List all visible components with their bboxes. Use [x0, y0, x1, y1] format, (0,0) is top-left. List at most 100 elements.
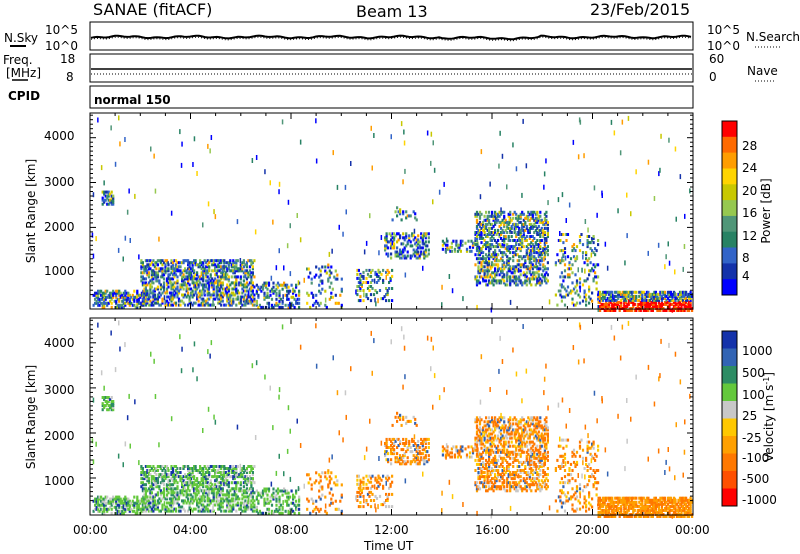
power-cell [492, 279, 495, 283]
power-cell [226, 297, 229, 301]
power-cell [233, 285, 236, 289]
power-cell [518, 237, 521, 240]
power-cell [194, 277, 197, 281]
velocity-cell [170, 477, 173, 481]
power-cell [498, 281, 501, 285]
power-cell [162, 261, 166, 265]
power-cell [156, 299, 159, 303]
power-cell [209, 279, 212, 283]
velocity-cell [245, 505, 248, 509]
power-cell [161, 259, 164, 263]
power-cell [211, 277, 214, 281]
power-cell [137, 297, 140, 301]
velocity-cell [218, 465, 221, 468]
power-cell [531, 224, 534, 228]
velocity-cell [235, 509, 238, 513]
power-cell [97, 289, 100, 293]
velocity-cell [217, 471, 220, 474]
velocity-cell [173, 495, 176, 499]
power-cell [321, 287, 324, 291]
power-cell [384, 244, 387, 248]
velocity-cell [480, 471, 483, 474]
velocity-cell [115, 507, 118, 511]
power-cell [173, 271, 176, 275]
velocity-cell [391, 452, 394, 456]
power-cell [482, 237, 485, 240]
velocity-cell [480, 436, 483, 440]
power-cell [603, 292, 606, 296]
power-cell [669, 302, 673, 306]
power-cell [184, 283, 187, 287]
velocity-cell [239, 501, 242, 505]
velocity-cell [403, 462, 406, 466]
power-cell [478, 271, 482, 275]
power-cell [491, 281, 494, 285]
velocity-cell [365, 501, 368, 504]
power-cell [578, 277, 582, 281]
velocity-cell [423, 437, 426, 441]
power-cell [522, 222, 525, 226]
velocity-cell [146, 497, 149, 501]
velocity-cell [139, 501, 142, 505]
power-cell [543, 222, 546, 226]
power-cell [537, 233, 540, 236]
power-cell [672, 290, 676, 294]
power-cell [212, 285, 215, 289]
power-cell [503, 261, 506, 265]
power-cell [600, 296, 603, 300]
velocity-cell [386, 478, 389, 482]
velocity-cell [174, 475, 178, 479]
power-cell [515, 212, 518, 216]
power-cell [588, 285, 591, 289]
power-cell [528, 235, 531, 238]
power-cell [190, 287, 193, 291]
velocity-cell [211, 475, 214, 479]
power-cell [220, 277, 223, 281]
power-cell [95, 301, 98, 305]
power-cell [233, 265, 236, 269]
power-cell [497, 243, 500, 247]
power-cell [299, 237, 302, 243]
power-cell [242, 265, 245, 269]
velocity-cell [217, 489, 220, 493]
velocity-cell [362, 476, 365, 480]
velocity-cell [360, 490, 363, 494]
power-cell [223, 273, 226, 277]
power-cell [658, 171, 660, 177]
power-cell [685, 298, 688, 302]
power-cell [182, 283, 185, 287]
power-cell [164, 291, 167, 295]
power-cell [389, 278, 392, 282]
power-cell [179, 285, 182, 289]
velocity-cell [470, 445, 473, 449]
power-cell [226, 277, 229, 281]
power-cell [174, 267, 178, 271]
power-cell [577, 267, 579, 273]
velocity-cell [269, 495, 272, 499]
velocity-cell [477, 487, 480, 491]
power-cell [645, 305, 648, 308]
velocity-cell [181, 467, 184, 470]
power-cell [591, 291, 594, 295]
power-cell [221, 295, 224, 299]
velocity-cell [385, 444, 388, 447]
velocity-cell [196, 479, 199, 483]
velocity-cell [480, 446, 483, 450]
velocity-cell [266, 501, 269, 505]
velocity-cell [125, 503, 128, 507]
power-cell [486, 243, 489, 247]
velocity-cell [371, 492, 374, 496]
velocity-cell [232, 465, 235, 468]
power-ytick-3000: 3000 [44, 175, 75, 189]
velocity-cell [128, 507, 131, 511]
velocity-cell [415, 450, 418, 454]
velocity-cell [212, 487, 215, 491]
power-cell [603, 290, 606, 294]
power-cell [470, 239, 473, 243]
power-cell [531, 277, 534, 281]
velocity-cell [101, 404, 104, 408]
power-cell [177, 297, 181, 301]
power-cell [525, 253, 528, 257]
power-cell [396, 246, 399, 250]
velocity-cell [149, 491, 152, 495]
